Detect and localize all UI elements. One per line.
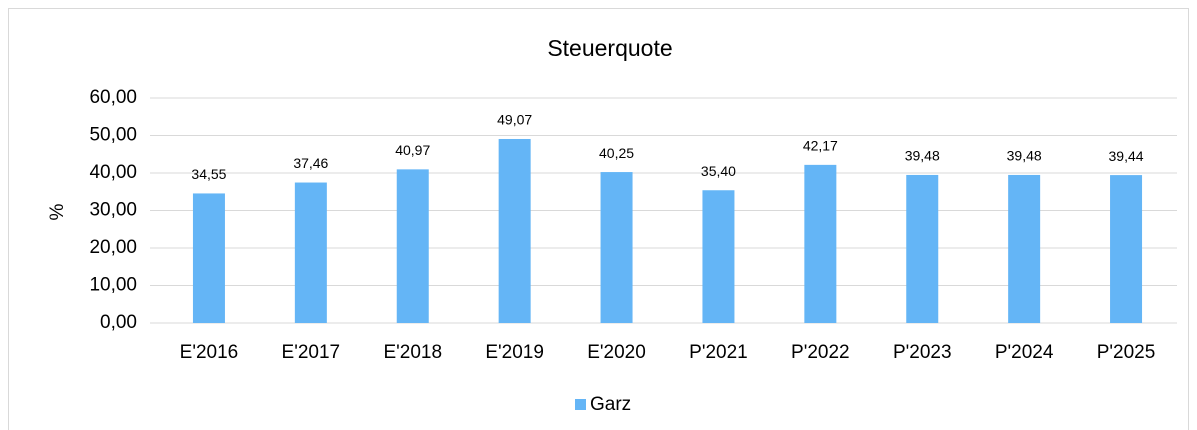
bar — [702, 190, 735, 323]
data-label: 40,97 — [395, 142, 430, 158]
x-tick-label: P'2024 — [995, 342, 1054, 363]
y-tick-label: 30,00 — [89, 200, 137, 221]
bar — [1008, 174, 1041, 323]
x-tick-label: P'2022 — [791, 342, 850, 363]
y-tick-label: 40,00 — [89, 162, 137, 183]
data-label: 42,17 — [803, 138, 838, 154]
bar — [600, 172, 633, 323]
y-tick-label: 50,00 — [89, 125, 137, 146]
legend-label: Garz — [590, 394, 631, 415]
bar — [396, 169, 429, 323]
x-tick-label: E'2017 — [282, 342, 341, 363]
data-label: 49,07 — [497, 112, 532, 128]
x-tick-label: E'2018 — [383, 342, 442, 363]
bar — [906, 174, 939, 323]
data-label: 35,40 — [701, 163, 736, 179]
y-axis-label: % — [47, 203, 68, 220]
x-tick-label: E'2016 — [180, 342, 239, 363]
data-label: 40,25 — [599, 145, 634, 161]
x-tick-label: E'2019 — [485, 342, 544, 363]
legend-swatch — [575, 399, 586, 410]
bar — [192, 193, 225, 323]
y-tick-label: 10,00 — [89, 275, 137, 296]
chart-title: Steuerquote — [547, 35, 672, 61]
bar — [498, 138, 531, 323]
data-label: 39,48 — [1007, 148, 1042, 164]
bar — [1110, 175, 1143, 323]
y-tick-label: 60,00 — [89, 87, 137, 108]
x-tick-label: P'2025 — [1097, 342, 1156, 363]
data-label: 39,48 — [905, 148, 940, 164]
bar — [294, 182, 327, 323]
x-tick-label: P'2023 — [893, 342, 952, 363]
x-tick-label: P'2021 — [689, 342, 748, 363]
data-label: 34,55 — [191, 166, 226, 182]
chart-border — [8, 8, 1189, 430]
x-tick-label: E'2020 — [587, 342, 646, 363]
y-tick-label: 0,00 — [100, 312, 137, 333]
data-label: 37,46 — [293, 155, 328, 171]
data-label: 39,44 — [1109, 148, 1144, 164]
y-tick-label: 20,00 — [89, 237, 137, 258]
bar — [804, 164, 837, 323]
